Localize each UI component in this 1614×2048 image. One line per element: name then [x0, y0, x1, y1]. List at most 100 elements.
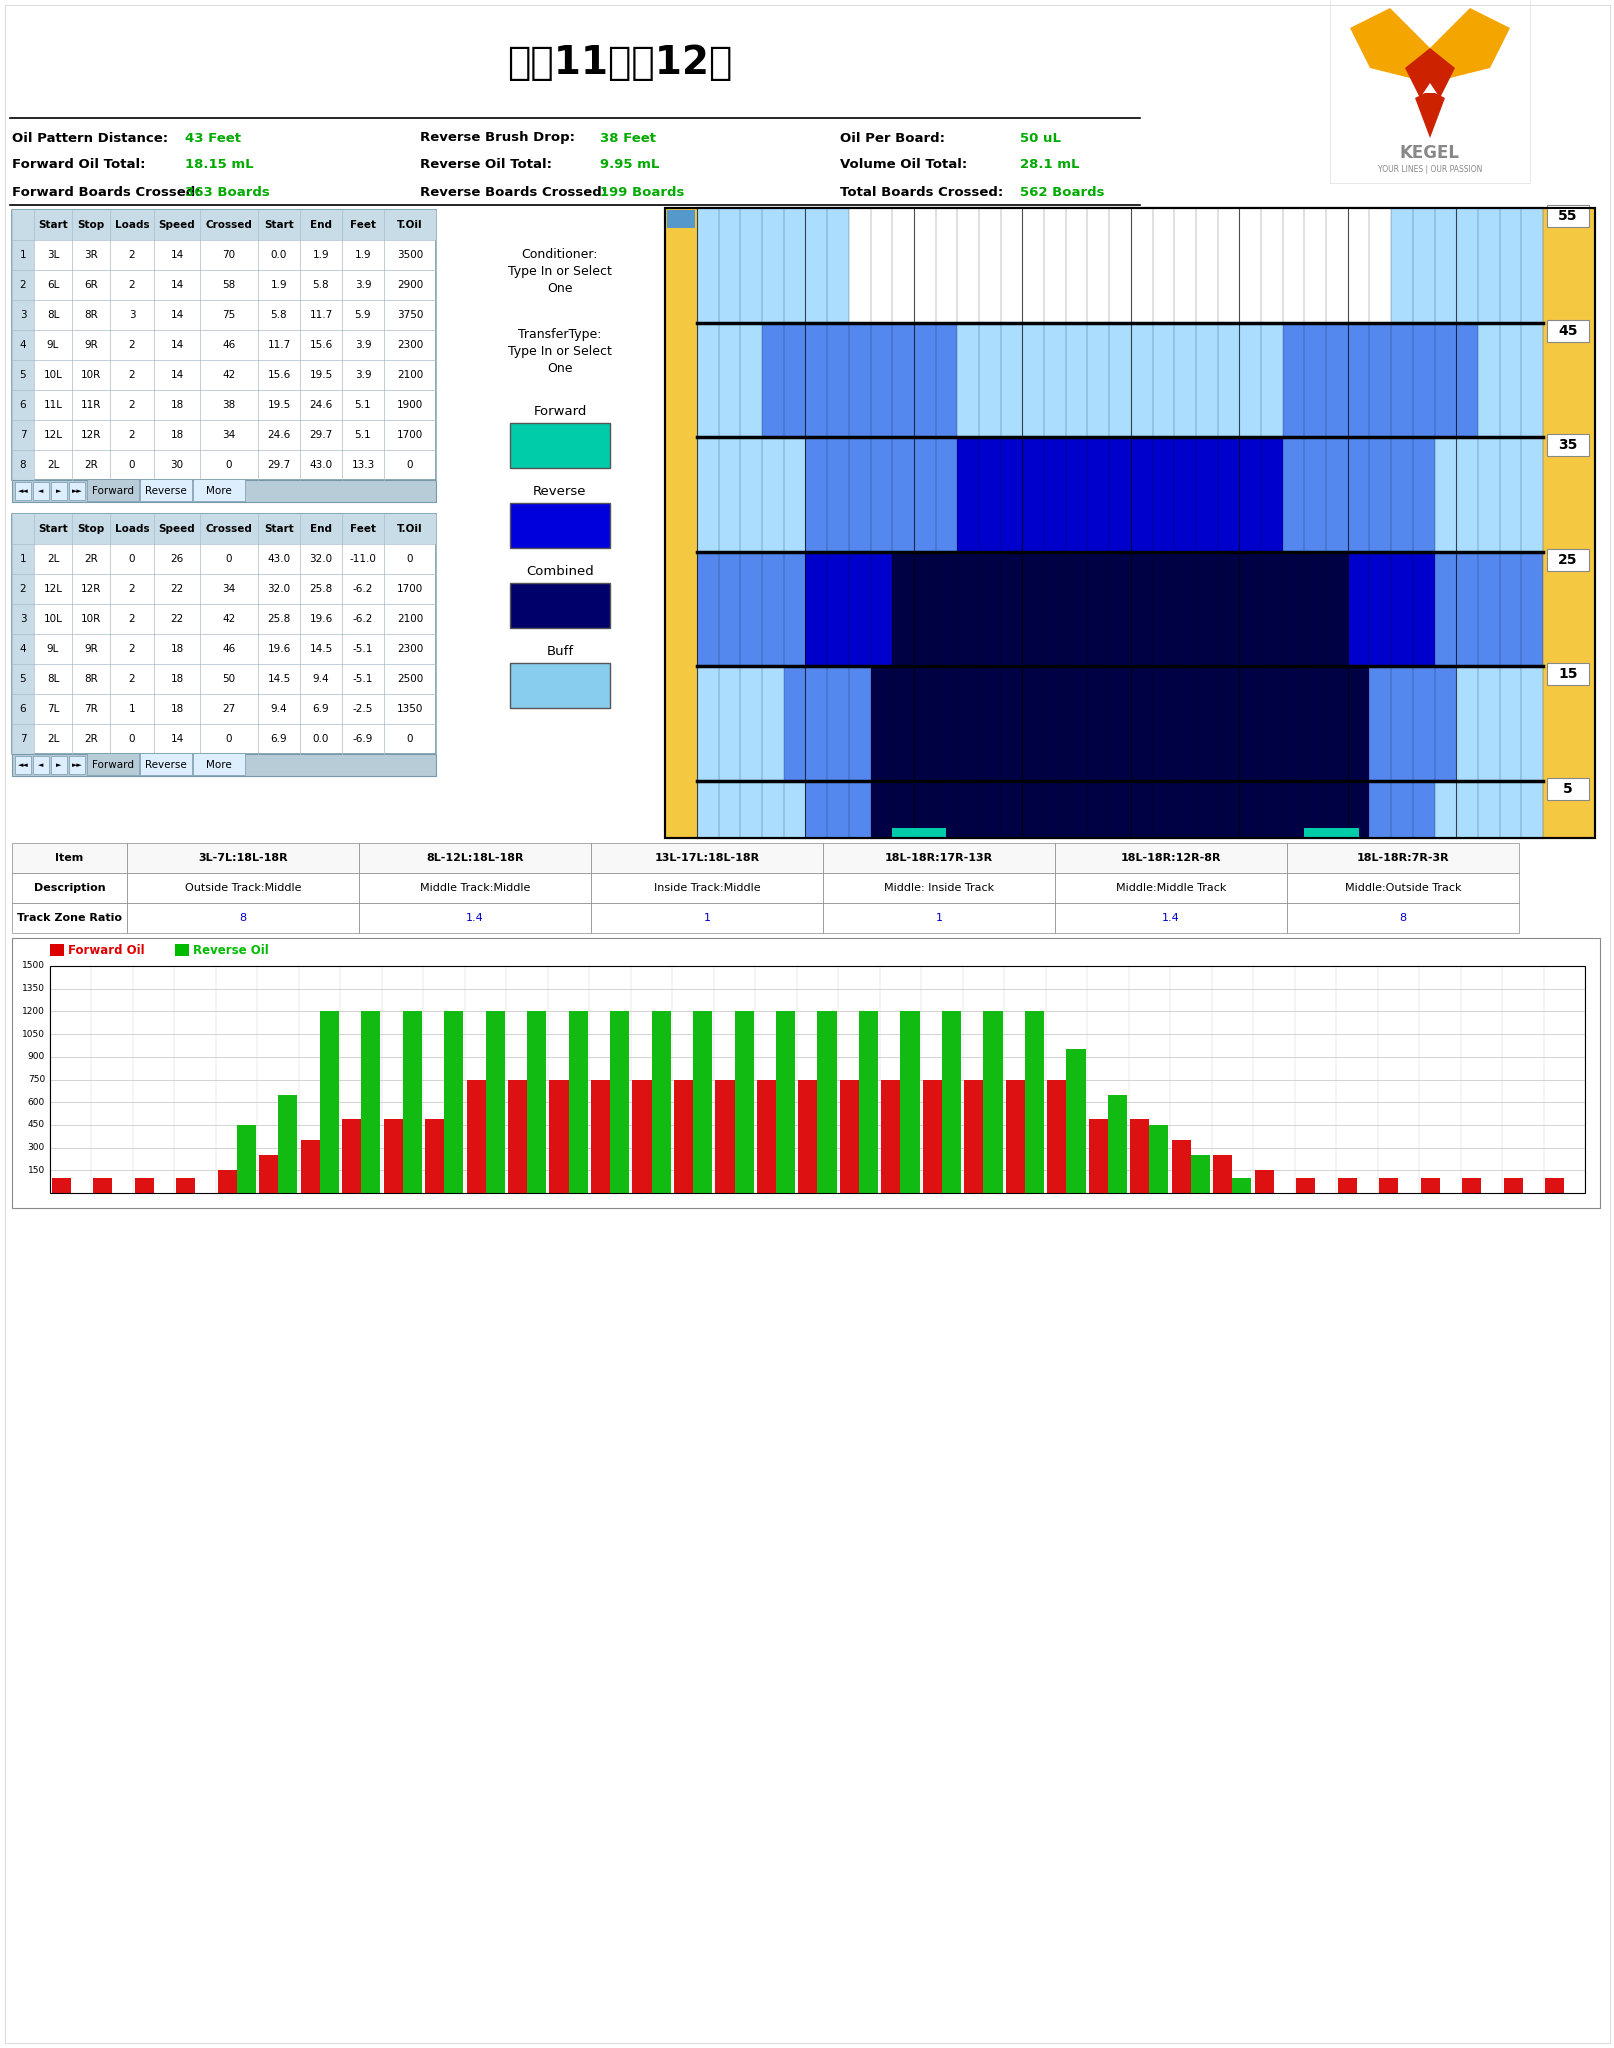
- Text: Crossed: Crossed: [205, 524, 252, 535]
- Text: Forward Boards Crossed:: Forward Boards Crossed:: [11, 186, 200, 199]
- Text: T.Oil: T.Oil: [397, 219, 423, 229]
- Text: 2: 2: [129, 399, 136, 410]
- Text: 27: 27: [223, 705, 236, 715]
- Text: 9R: 9R: [84, 340, 98, 350]
- Text: 14: 14: [169, 281, 184, 291]
- Bar: [1390, 209, 1541, 322]
- Bar: [1336, 1178, 1356, 1194]
- Bar: [941, 1012, 960, 1194]
- Text: 43 Feet: 43 Feet: [186, 131, 240, 145]
- Text: 11L: 11L: [44, 399, 63, 410]
- Bar: [1212, 1155, 1231, 1194]
- Bar: [591, 1079, 610, 1194]
- Text: 14: 14: [169, 733, 184, 743]
- Bar: [776, 1012, 794, 1194]
- Text: 1.4: 1.4: [1162, 913, 1180, 924]
- Bar: [1461, 1178, 1480, 1194]
- Bar: [11, 725, 34, 754]
- Text: 55: 55: [1558, 209, 1577, 223]
- Bar: [610, 1012, 629, 1194]
- Bar: [218, 1169, 237, 1194]
- Text: Crossed: Crossed: [205, 219, 252, 229]
- Text: 10L: 10L: [44, 614, 63, 625]
- Bar: [1231, 1178, 1251, 1194]
- Text: 5.1: 5.1: [355, 430, 371, 440]
- Bar: [11, 211, 436, 240]
- Text: 12R: 12R: [81, 584, 102, 594]
- Bar: [11, 938, 1599, 1208]
- Text: 18: 18: [169, 430, 184, 440]
- Bar: [1130, 1118, 1149, 1194]
- Text: 2500: 2500: [397, 674, 423, 684]
- Bar: [237, 1124, 255, 1194]
- Bar: [358, 872, 591, 903]
- Text: 750: 750: [27, 1075, 45, 1083]
- Text: 2: 2: [129, 281, 136, 291]
- Text: Reverse Oil Total:: Reverse Oil Total:: [420, 158, 552, 172]
- Text: 14: 14: [169, 371, 184, 381]
- Bar: [823, 844, 1054, 872]
- Text: ◄◄: ◄◄: [18, 762, 29, 768]
- Bar: [510, 584, 610, 629]
- Text: 18L-18R:7R-3R: 18L-18R:7R-3R: [1356, 854, 1448, 862]
- Bar: [901, 1012, 918, 1194]
- Text: 0: 0: [407, 733, 413, 743]
- Bar: [11, 420, 34, 451]
- Text: 900: 900: [27, 1053, 45, 1061]
- Text: Oil Per Board:: Oil Per Board:: [839, 131, 944, 145]
- Bar: [87, 754, 139, 774]
- Bar: [11, 573, 34, 604]
- Text: Stop: Stop: [77, 524, 105, 535]
- Bar: [11, 240, 34, 270]
- Bar: [823, 903, 1054, 934]
- Text: 600: 600: [27, 1098, 45, 1106]
- Bar: [1503, 1178, 1522, 1194]
- Text: Forward: Forward: [533, 406, 586, 418]
- Bar: [194, 754, 245, 774]
- Bar: [526, 1012, 546, 1194]
- Text: 2: 2: [129, 614, 136, 625]
- Bar: [549, 1079, 568, 1194]
- Text: 38: 38: [223, 399, 236, 410]
- Text: Middle: Inside Track: Middle: Inside Track: [883, 883, 994, 893]
- Text: 14.5: 14.5: [268, 674, 291, 684]
- Text: 0.0: 0.0: [271, 250, 287, 260]
- Text: 8L: 8L: [47, 674, 60, 684]
- Text: 2: 2: [129, 643, 136, 653]
- Text: 11.7: 11.7: [310, 309, 332, 319]
- Bar: [69, 481, 86, 500]
- Bar: [87, 479, 139, 502]
- Text: End: End: [310, 219, 332, 229]
- Bar: [466, 1079, 486, 1194]
- Bar: [957, 322, 1282, 436]
- Bar: [1378, 1178, 1398, 1194]
- Text: YOUR LINES | OUR PASSION: YOUR LINES | OUR PASSION: [1377, 166, 1482, 174]
- Text: Middle:Outside Track: Middle:Outside Track: [1344, 883, 1461, 893]
- Text: 25: 25: [1558, 553, 1577, 567]
- Text: Middle Track:Middle: Middle Track:Middle: [420, 883, 529, 893]
- Bar: [11, 545, 34, 573]
- Text: 5: 5: [19, 674, 26, 684]
- Bar: [591, 872, 823, 903]
- Text: -2.5: -2.5: [352, 705, 373, 715]
- Bar: [140, 479, 192, 502]
- Text: Forward: Forward: [92, 760, 134, 770]
- Bar: [11, 604, 34, 635]
- Bar: [11, 514, 436, 545]
- Text: End: End: [310, 524, 332, 535]
- Text: 1: 1: [19, 555, 26, 563]
- Text: 42: 42: [223, 371, 236, 381]
- Text: 2900: 2900: [397, 281, 423, 291]
- Text: 1050: 1050: [23, 1030, 45, 1038]
- Bar: [1456, 666, 1541, 780]
- Text: 8: 8: [1399, 913, 1406, 924]
- Bar: [140, 754, 192, 774]
- Bar: [11, 754, 436, 776]
- Bar: [11, 389, 34, 420]
- Text: 45: 45: [1558, 324, 1577, 338]
- Text: -6.9: -6.9: [352, 733, 373, 743]
- Text: 0: 0: [226, 733, 232, 743]
- Bar: [1546, 434, 1588, 457]
- Bar: [715, 1079, 734, 1194]
- Bar: [320, 1012, 339, 1194]
